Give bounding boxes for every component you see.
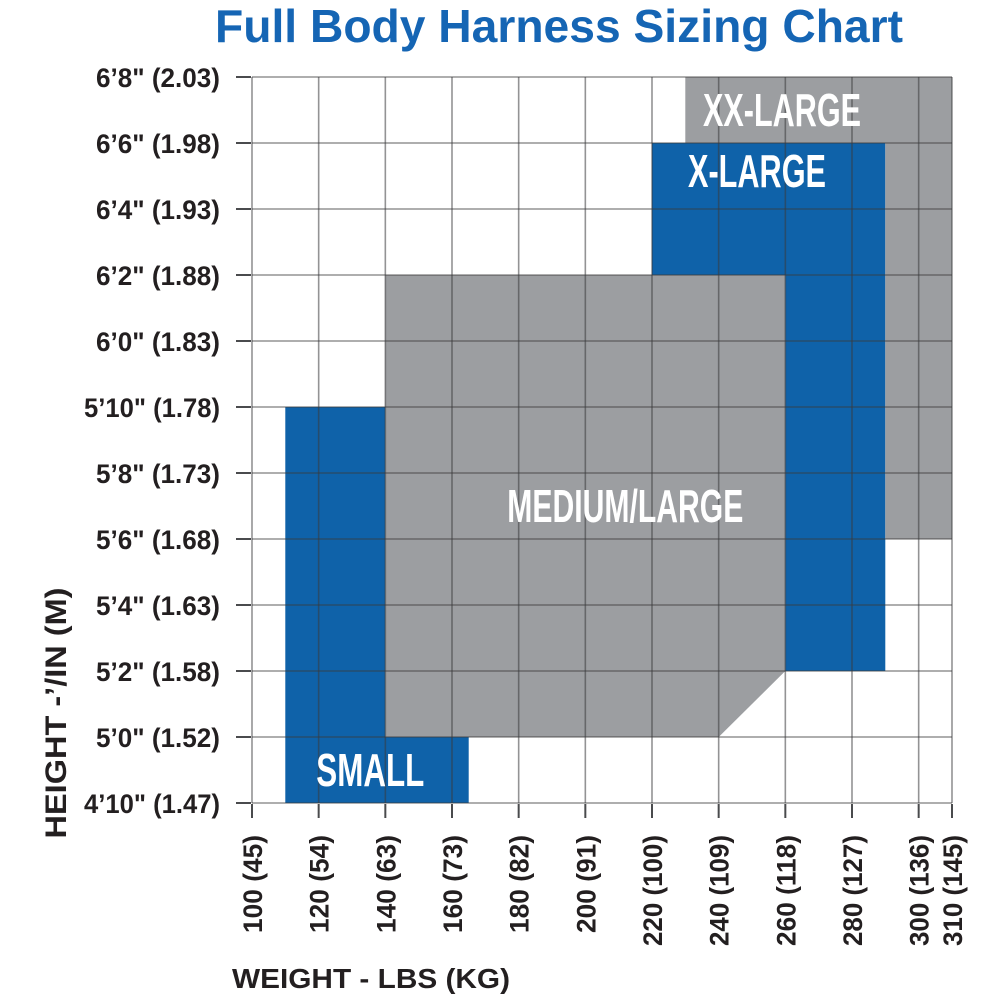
y-tick-label: 5’4" (1.63) — [96, 591, 220, 621]
x-tick-label: 260 (118) — [771, 835, 801, 946]
grid-lines — [251, 76, 953, 804]
region-label-xx-large: XX-LARGE — [703, 84, 861, 136]
x-tick-label: 120 (54) — [305, 835, 335, 933]
x-tick-label: 200 (91) — [571, 835, 601, 933]
y-tick-label: 5’2" (1.58) — [96, 657, 220, 687]
x-tick-label: 160 (73) — [438, 835, 468, 933]
x-tick-label: 300 (136) — [905, 835, 935, 946]
x-tick-label: 220 (100) — [638, 835, 668, 946]
y-tick-label: 6’4" (1.93) — [96, 195, 220, 225]
x-tick-label: 280 (127) — [838, 835, 868, 946]
y-tick-label: 4’10" (1.47) — [84, 789, 220, 819]
axis-tick-marks — [236, 76, 953, 818]
region-label-small: SMALL — [316, 744, 424, 796]
y-tick-label: 6’0" (1.83) — [96, 327, 220, 357]
x-tick-label: 180 (82) — [505, 835, 535, 933]
y-axis-title: HEIGHT -’/IN (M) — [40, 588, 73, 839]
y-tick-label: 5’8" (1.73) — [96, 459, 220, 489]
y-tick-label: 6’2" (1.88) — [96, 261, 220, 291]
x-tick-label: 100 (45) — [238, 835, 268, 933]
y-tick-label: 5’6" (1.68) — [96, 525, 220, 555]
region-labels: SMALL MEDIUM/LARGE X-LARGE XX-LARGE — [316, 84, 861, 796]
x-tick-label: 310 (145) — [938, 835, 968, 946]
chart-title: Full Body Harness Sizing Chart — [215, 0, 903, 52]
y-tick-label: 5’10" (1.78) — [84, 393, 220, 423]
region-label-medium-large: MEDIUM/LARGE — [507, 480, 743, 532]
region-xx-large — [685, 77, 952, 539]
x-axis-tick-labels: 100 (45) 120 (54) 140 (63) 160 (73) 180 (82)… — [238, 835, 968, 946]
y-tick-label: 5’0" (1.52) — [96, 723, 220, 753]
y-tick-label: 6’8" (2.03) — [96, 63, 220, 93]
y-axis-tick-labels: 6’8" (2.03) 6’6" (1.98) 6’4" (1.93) 6’2" (1… — [84, 63, 220, 819]
y-tick-label: 6’6" (1.98) — [96, 129, 220, 159]
x-tick-label: 240 (109) — [705, 835, 735, 946]
x-tick-label: 140 (63) — [371, 835, 401, 933]
region-label-x-large: X-LARGE — [688, 145, 826, 197]
x-axis-title: WEIGHT - LBS (KG) — [232, 963, 510, 994]
